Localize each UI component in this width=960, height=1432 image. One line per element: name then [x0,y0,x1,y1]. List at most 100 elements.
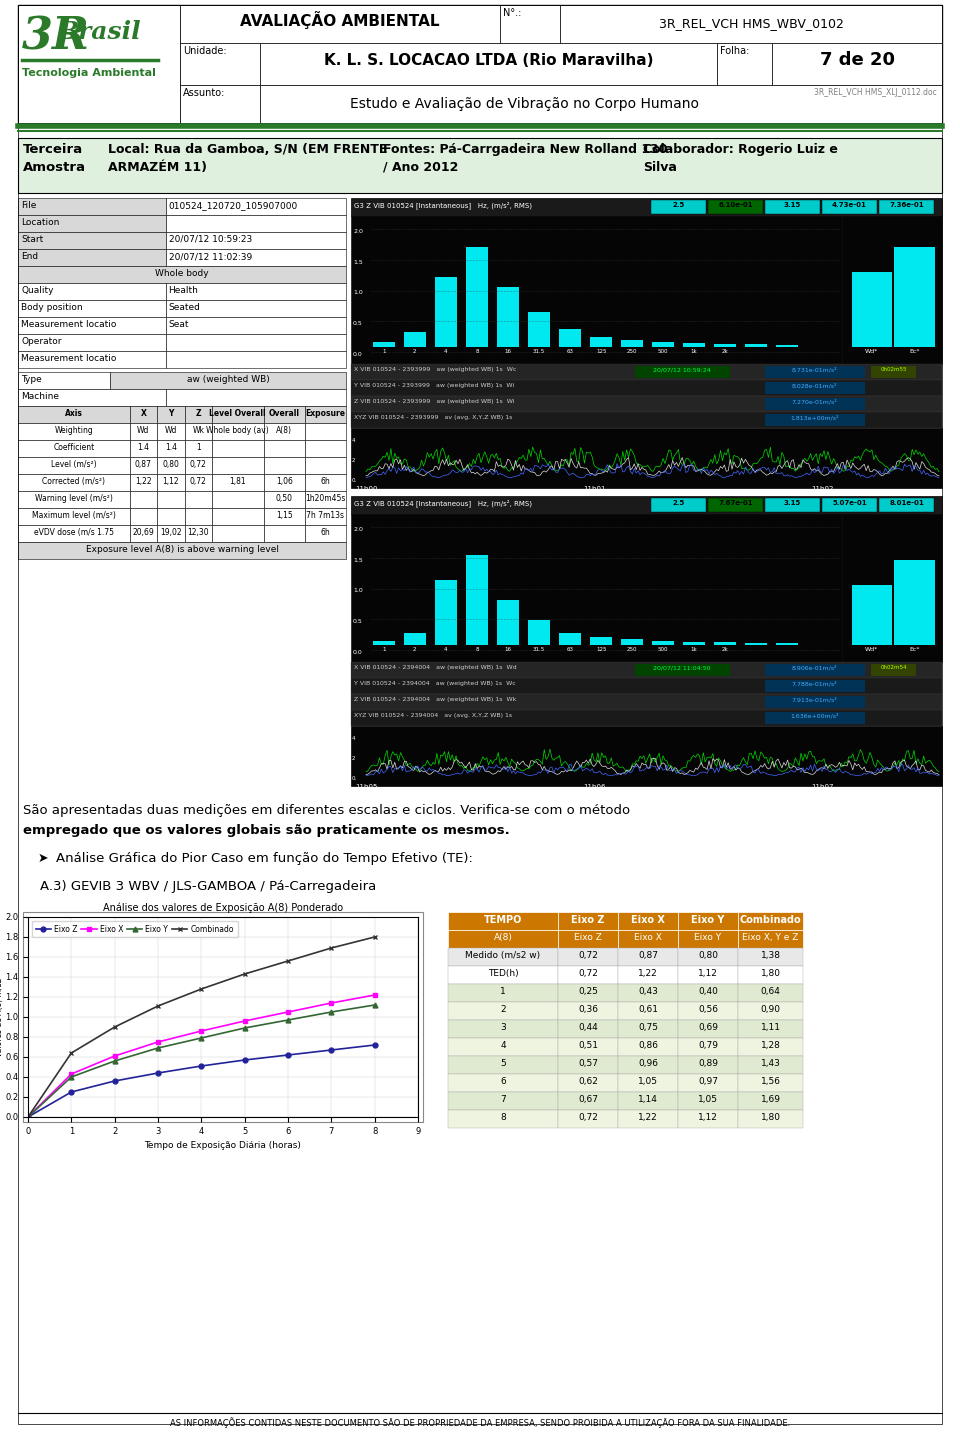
Text: 1,14: 1,14 [638,1095,658,1104]
Text: 5.07e-01: 5.07e-01 [832,500,867,505]
Text: Y VIB 010524 - 2393999   aw (weighted WB) 1s  Wi: Y VIB 010524 - 2393999 aw (weighted WB) … [354,382,515,388]
Combinado [196,981,207,998]
Text: 0,79: 0,79 [698,1041,718,1050]
Bar [304,422,346,440]
Eixo X [369,987,380,1004]
Bar [777,345,798,347]
Bar [184,407,212,422]
Bar [212,474,264,491]
Text: 0,57: 0,57 [578,1060,598,1068]
Eixo X [282,1004,294,1021]
Text: 0.0: 0.0 [353,650,363,654]
Bar [590,637,612,644]
Bar [635,664,730,676]
Text: 4: 4 [444,647,447,652]
Text: 1.0: 1.0 [353,291,363,295]
Bar [560,4,942,43]
Bar [351,514,842,662]
Text: TED(h): TED(h) [488,969,518,978]
Bar [130,440,157,457]
Text: Z VIB 010524 - 2393999   aw (weighted WB) 1s  Wi: Z VIB 010524 - 2393999 aw (weighted WB) … [354,400,515,404]
Bar [109,372,346,390]
Text: 0,43: 0,43 [638,987,658,997]
Bar [852,584,892,644]
Bar [558,1074,618,1093]
Bar [130,457,157,474]
Text: 6.10e-01: 6.10e-01 [718,202,753,208]
Text: 0,87: 0,87 [638,951,658,959]
Text: 3: 3 [500,1022,506,1032]
Eixo Y [108,1053,120,1070]
Combinado [22,1108,34,1126]
Text: 20,69: 20,69 [132,528,155,537]
Text: 0,72: 0,72 [578,969,598,978]
Text: Health: Health [169,286,199,295]
Text: 8: 8 [475,349,479,354]
Bar [618,1110,678,1128]
Text: Tecnologia Ambiental: Tecnologia Ambiental [22,67,156,77]
Bar [165,284,346,299]
Bar [18,526,130,541]
Bar [678,912,738,929]
Bar [157,508,184,526]
Text: Overall: Overall [269,410,300,418]
Text: Level Overall: Level Overall [209,410,266,418]
Bar [618,1020,678,1038]
Text: 250: 250 [627,349,637,354]
Bar [528,312,550,347]
Text: 20/07/12 11:04:50: 20/07/12 11:04:50 [654,664,711,670]
Text: 3.15: 3.15 [784,202,802,208]
Line: Eixo Z: Eixo Z [26,1042,377,1120]
Legend: Eixo Z, Eixo X, Eixo Y, Combinado: Eixo Z, Eixo X, Eixo Y, Combinado [32,921,238,938]
Text: Fontes: Pá-Carrgadeira New Rolland 130: Fontes: Pá-Carrgadeira New Rolland 130 [383,143,667,156]
Bar [651,200,706,213]
Bar [448,1110,558,1128]
Text: Assunto:: Assunto: [183,87,226,97]
Bar [157,526,184,541]
Text: 1,81: 1,81 [229,477,246,485]
Bar [165,390,346,407]
Text: 0.5: 0.5 [353,619,363,624]
Text: 6h: 6h [321,528,330,537]
Bar [351,726,942,786]
Bar [351,495,942,514]
Bar [714,344,736,347]
Text: Local: Rua da Gamboa, S/N (EM FRENTE: Local: Rua da Gamboa, S/N (EM FRENTE [108,143,388,156]
Text: Folha:: Folha: [720,46,750,56]
Text: File: File [21,200,36,211]
Text: N°.:: N°.: [503,9,521,19]
Text: Exposure: Exposure [305,410,346,418]
Bar [765,696,865,707]
Text: Location: Location [21,218,60,228]
Text: 3R: 3R [22,14,90,59]
Bar [738,1110,803,1128]
Text: 1,43: 1,43 [760,1060,780,1068]
Bar [497,600,518,644]
Text: Ec*: Ec* [909,349,920,354]
Text: 2: 2 [413,349,417,354]
Text: Wd*: Wd* [865,647,878,652]
Bar [558,948,618,967]
Bar [260,84,942,123]
Bar [373,342,395,347]
Bar [618,912,678,929]
Bar [404,332,426,347]
Bar [448,1074,558,1093]
Bar [157,440,184,457]
Text: Body position: Body position [21,304,83,312]
Combinado [325,939,337,957]
Text: 11h01: 11h01 [583,485,606,493]
Bar [304,526,346,541]
Text: K. L. S. LOCACAO LTDA (Rio Maravilha): K. L. S. LOCACAO LTDA (Rio Maravilha) [324,53,654,67]
Text: 0,87: 0,87 [135,460,152,470]
Bar [264,508,304,526]
Text: Medido (m/s2 w): Medido (m/s2 w) [466,951,540,959]
Bar [184,422,212,440]
Bar [448,1093,558,1110]
Text: Eixo X, Y e Z: Eixo X, Y e Z [742,934,799,942]
Text: 1k: 1k [691,349,698,354]
Bar [879,200,934,213]
Text: São apresentadas duas medições em diferentes escalas e ciclos. Verifica-se com o: São apresentadas duas medições em difere… [23,803,630,818]
Text: 1,05: 1,05 [638,1077,658,1085]
Text: 63: 63 [566,647,573,652]
